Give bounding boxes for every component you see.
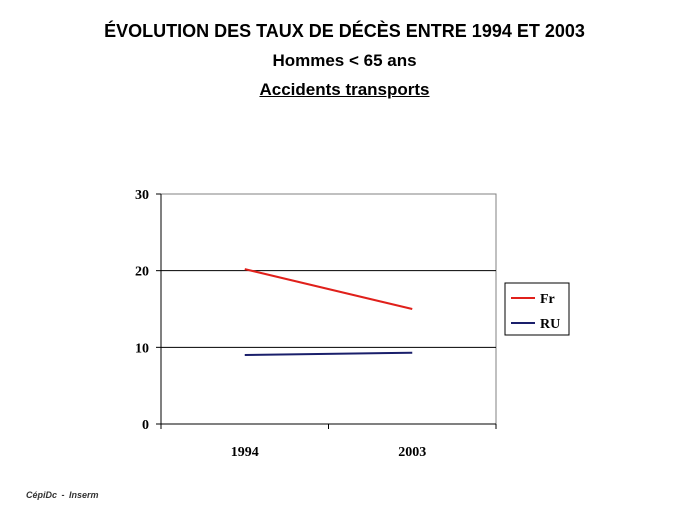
series-line-ru <box>244 351 413 356</box>
series-line-fr <box>244 268 413 310</box>
chart-title: ÉVOLUTION DES TAUX DE DÉCÈS ENTRE 1994 E… <box>104 21 585 41</box>
source-separator: - <box>61 490 65 500</box>
legend-label-fr: Fr <box>540 292 555 307</box>
y-tick-label: 30 <box>135 188 149 203</box>
plot-area <box>160 193 497 425</box>
source-credit: CépiDc - Inserm <box>26 490 99 500</box>
chart-subtitle: Hommes < 65 ans <box>272 51 417 70</box>
title-block: ÉVOLUTION DES TAUX DE DÉCÈS ENTRE 1994 E… <box>0 18 689 103</box>
x-tick-label: 2003 <box>398 445 426 460</box>
source-cepidc: CépiDc <box>26 490 58 500</box>
y-tick-label: 10 <box>135 341 149 356</box>
y-tick-label: 20 <box>135 265 149 280</box>
legend-label-ru: RU <box>540 317 560 332</box>
source-inserm: Inserm <box>69 490 99 500</box>
chart-subtitle-underlined: Accidents transports <box>259 80 430 99</box>
x-tick-label: 1994 <box>231 445 259 460</box>
y-tick-label: 0 <box>142 418 149 433</box>
legend-box <box>504 282 570 336</box>
